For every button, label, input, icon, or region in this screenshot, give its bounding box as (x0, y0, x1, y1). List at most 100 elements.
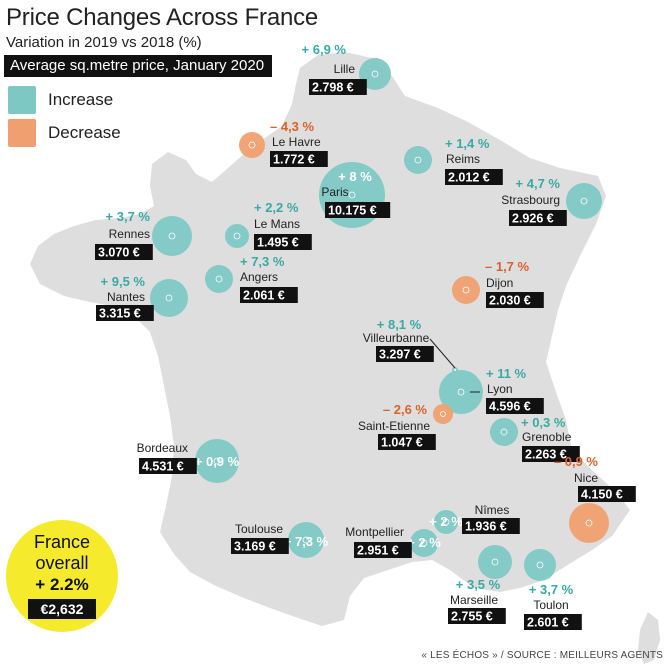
city-marker-le-havre (239, 132, 265, 158)
price-text-bordeaux: 4.531 € (142, 460, 184, 474)
price-box-nantes (96, 305, 154, 321)
city-price-saint-etienne: 1.047 € (378, 434, 436, 450)
city-marker-saint-etienne (433, 404, 453, 424)
city-marker-lyon (439, 370, 483, 414)
city-marker-dijon (452, 276, 480, 304)
price-text-toulouse: 3.169 € (234, 540, 276, 554)
price-text-montpellier: 2.951 € (357, 544, 399, 558)
increase-swatch (8, 86, 36, 114)
city-price-marseille: 2.755 € (448, 608, 506, 624)
city-change-montpellier: + 2 % (407, 535, 441, 550)
city-dot-saint-etienne (440, 411, 446, 417)
city-marker-le-mans (225, 224, 249, 248)
city-price-nice: 4.150 € (578, 486, 636, 502)
city-name-nantes: Nantes (107, 290, 145, 304)
city-marker-angers (205, 265, 233, 293)
city-dot-toulouse (302, 536, 310, 544)
price-box-nimes (462, 518, 520, 534)
price-text-angers: 2.061 € (243, 289, 285, 303)
price-text-nantes: 3.315 € (99, 307, 141, 321)
city-price-grenoble: 2.263 € (522, 446, 580, 462)
city-name-grenoble: Grenoble (522, 430, 572, 444)
city-name-bordeaux: Bordeaux (137, 441, 188, 455)
city-marker-strasbourg (566, 183, 602, 219)
city-price-montpellier: 2.951 € (354, 542, 412, 558)
price-box-strasbourg (509, 210, 567, 226)
legend-decrease-label: Decrease (48, 123, 121, 142)
overall-change: + 2.2% (35, 575, 89, 594)
price-text-strasbourg: 2.926 € (512, 212, 554, 226)
price-box-bordeaux (139, 458, 197, 474)
france-overall-badge: France overall + 2.2% €2,632 (6, 520, 118, 632)
city-change-toulouse: + 7,3 % (284, 534, 329, 549)
city-change-lyon: + 11 % (486, 366, 527, 381)
price-text-paris: 10.175 € (328, 204, 377, 218)
city-dot-montpellier (420, 539, 428, 547)
city-marker-bordeaux (195, 439, 239, 483)
price-text-nimes: 1.936 € (465, 520, 507, 534)
city-price-strasbourg: 2.926 € (509, 210, 567, 226)
city-change-grenoble: + 0,3 % (521, 415, 566, 430)
legend-decrease: Decrease (8, 119, 121, 147)
price-text-marseille: 2.755 € (451, 610, 493, 624)
city-dot-strasbourg (580, 197, 588, 205)
city-price-rennes: 3.070 € (95, 244, 153, 260)
city-price-villeurbanne: 3.297 € (376, 346, 434, 362)
price-box-lyon (486, 398, 544, 414)
city-change-strasbourg: + 4,7 % (516, 176, 561, 191)
city-name-le-havre: Le Havre (272, 135, 321, 149)
price-text-reims: 2.012 € (448, 171, 490, 185)
city-dot-rennes (168, 232, 176, 240)
city-change-dijon: – 1,7 % (485, 259, 530, 274)
city-marker-marseille (478, 545, 512, 579)
price-text-saint-etienne: 1.047 € (381, 436, 423, 450)
france-outline (30, 52, 630, 626)
city-dot-nimes (442, 518, 450, 526)
city-marker-montpellier (410, 529, 438, 557)
city-dot-nice (585, 519, 593, 527)
city-price-nantes: 3.315 € (96, 305, 154, 321)
city-price-lille: 2.798 € (309, 79, 367, 95)
price-text-rennes: 3.070 € (98, 246, 140, 260)
price-box-le-mans (254, 234, 312, 250)
city-change-nantes: + 9,5 % (101, 274, 146, 289)
city-change-angers: + 7,3 % (240, 254, 285, 269)
city-name-toulouse: Toulouse (235, 522, 283, 536)
price-text-grenoble: 2.263 € (525, 448, 567, 462)
price-box-reims (445, 169, 503, 185)
price-box-le-havre (270, 151, 328, 167)
city-dot-le-mans (233, 232, 241, 240)
city-dot-lyon (457, 388, 465, 396)
city-price-bordeaux: 4.531 € (139, 458, 197, 474)
city-dot-bordeaux (213, 457, 221, 465)
city-dot-marseille (491, 558, 499, 566)
city-name-montpellier: Montpellier (345, 525, 404, 539)
price-box-saint-etienne (378, 434, 436, 450)
city-change-lille: + 6,9 % (302, 42, 347, 57)
city-change-nimes: + 2 % (429, 514, 463, 529)
city-name-dijon: Dijon (486, 276, 513, 290)
price-box-toulon (524, 614, 582, 630)
city-dot-toulon (536, 561, 544, 569)
city-price-toulon: 2.601 € (524, 614, 582, 630)
city-price-le-mans: 1.495 € (254, 234, 312, 250)
price-text-nice: 4.150 € (581, 488, 623, 502)
city-marker-lille (359, 58, 391, 90)
price-banner: Average sq.metre price, January 2020 (4, 55, 272, 77)
decrease-swatch (8, 119, 36, 147)
price-text-le-havre: 1.772 € (273, 153, 315, 167)
city-name-lyon: Lyon (487, 382, 513, 396)
city-name-lille: Lille (334, 62, 356, 76)
city-marker-grenoble (490, 418, 518, 446)
city-name-le-mans: Le Mans (254, 217, 300, 231)
city-dot-reims (414, 156, 422, 164)
legend-increase: Increase (8, 86, 113, 114)
price-box-dijon (486, 292, 544, 308)
city-marker-toulon (524, 549, 556, 581)
villeurbanne-leader-line (429, 338, 456, 369)
city-marker-nantes (150, 279, 188, 317)
city-change-saint-etienne: – 2,6 % (383, 402, 428, 417)
city-dot-villeurbanne (453, 368, 457, 372)
city-name-reims: Reims (446, 152, 480, 166)
